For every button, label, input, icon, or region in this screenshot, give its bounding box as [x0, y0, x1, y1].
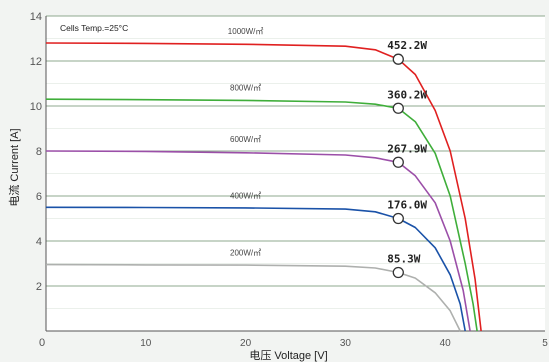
mpp-marker-4: [392, 266, 404, 279]
x-axis-title: 电压 Voltage [V]: [249, 349, 327, 362]
series-line-1: [45, 98, 478, 332]
power-label-3: 176.0W: [387, 199, 427, 212]
cells-temp-annotation: Cells Temp.=25°C: [60, 23, 128, 33]
mpp-marker-0: [392, 53, 404, 65]
x-tick-label: 10: [140, 338, 152, 349]
y-tick-label: 4: [36, 236, 42, 248]
mpp-marker-2: [392, 156, 404, 168]
y-tick-label: 2: [36, 281, 42, 293]
tick-labels: 0 10 20 30 40 5 2 4 6 8 10 12 14: [30, 11, 548, 349]
curve-labels: 1000W/㎡ 452.2W 800W/㎡ 360.2W 600W/㎡ 267.9W 400…: [228, 27, 427, 279]
power-label-0: 452.2W: [387, 39, 427, 52]
series-name-1: 800W/㎡: [230, 83, 261, 92]
x-tick-label: 0: [39, 337, 45, 349]
x-tick-label: 5: [542, 338, 548, 349]
x-tick-label: 30: [340, 338, 352, 349]
x-tick-label: 20: [240, 338, 252, 349]
series-name-0: 1000W/㎡: [228, 27, 264, 36]
y-tick-label: 12: [30, 56, 42, 68]
axes: [45, 16, 545, 332]
series-name-2: 600W/㎡: [230, 135, 261, 144]
mpp-marker-1: [392, 102, 404, 114]
series-line-0: [45, 42, 482, 332]
y-tick-label: 14: [30, 11, 42, 23]
grid-lines: [46, 15, 545, 332]
y-axis-title: 电流 Current [A]: [7, 128, 21, 206]
mpp-marker-3: [392, 212, 404, 225]
power-label-4: 85.3W: [387, 253, 420, 266]
y-tick-label: 8: [36, 146, 42, 158]
power-label-1: 360.2W: [387, 88, 427, 101]
series-name-4: 200W/㎡: [230, 249, 261, 258]
y-tick-label: 6: [36, 191, 42, 203]
series-name-3: 400W/㎡: [230, 191, 261, 200]
x-tick-label: 40: [440, 338, 452, 349]
series-line-4: [45, 263, 461, 332]
y-tick-label: 10: [30, 101, 42, 113]
power-label-2: 267.9W: [387, 142, 427, 155]
